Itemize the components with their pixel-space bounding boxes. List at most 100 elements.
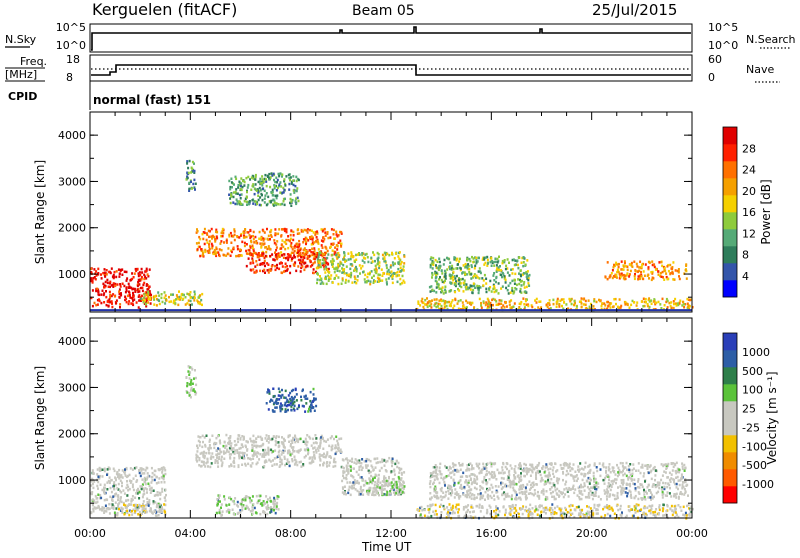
data-cell <box>480 302 482 305</box>
data-cell <box>355 254 357 257</box>
data-cell <box>266 204 268 207</box>
data-cell <box>446 301 448 304</box>
data-cell <box>627 269 629 272</box>
data-cell <box>436 272 438 275</box>
data-cell <box>102 507 104 510</box>
data-cell <box>156 304 158 307</box>
data-cell <box>296 187 298 190</box>
data-cell <box>428 508 430 511</box>
data-cell <box>161 490 163 493</box>
data-cell <box>350 272 352 275</box>
data-cell <box>228 503 230 506</box>
data-cell <box>109 507 111 510</box>
data-cell <box>121 485 123 488</box>
data-cell <box>458 260 460 263</box>
data-cell <box>644 275 646 278</box>
data-cell <box>152 472 154 475</box>
data-cell <box>237 512 239 515</box>
data-cell <box>456 258 458 261</box>
data-cell <box>124 271 126 274</box>
data-cell <box>259 453 261 456</box>
data-cell <box>393 469 395 472</box>
data-cell <box>187 177 189 180</box>
data-cell <box>320 441 322 444</box>
data-cell <box>659 303 661 306</box>
data-cell <box>330 274 332 277</box>
data-cell <box>383 477 385 480</box>
data-cell <box>467 301 469 304</box>
data-cell <box>241 501 243 504</box>
data-cell <box>263 465 265 468</box>
data-cell <box>95 290 97 293</box>
data-cell <box>330 246 332 249</box>
data-cell <box>619 298 621 301</box>
data-cell <box>259 263 261 266</box>
data-cell <box>143 508 145 511</box>
colorbar-tick-label: 20 <box>742 185 756 198</box>
data-cell <box>586 505 588 508</box>
data-cell <box>277 256 279 259</box>
data-cell <box>685 512 687 515</box>
data-cell <box>195 384 197 387</box>
data-cell <box>442 286 444 289</box>
data-cell <box>526 259 528 262</box>
data-cell <box>585 304 587 307</box>
data-cell <box>444 286 446 289</box>
data-cell <box>347 470 349 473</box>
data-cell <box>331 228 333 231</box>
data-cell <box>310 265 312 268</box>
data-cell <box>96 497 98 500</box>
data-cell <box>237 245 239 248</box>
data-cell <box>215 437 217 440</box>
data-cell <box>388 482 390 485</box>
data-cell <box>168 296 170 299</box>
data-cell <box>464 307 466 310</box>
y-tick-label: 3000 <box>58 175 86 188</box>
data-cell <box>161 488 163 491</box>
data-cell <box>106 498 108 501</box>
data-cell <box>370 481 372 484</box>
data-cell <box>129 474 131 477</box>
data-cell <box>295 438 297 441</box>
data-cell <box>249 234 251 237</box>
data-cell <box>222 461 224 464</box>
data-cell <box>360 465 362 468</box>
data-cell <box>240 203 242 206</box>
data-cell <box>324 259 326 262</box>
data-cell <box>148 504 150 507</box>
data-cell <box>322 438 324 441</box>
data-cell <box>257 195 259 198</box>
data-cell <box>192 383 194 386</box>
data-cell <box>207 465 209 468</box>
data-cell <box>276 505 278 508</box>
data-cell <box>593 475 595 478</box>
data-cell <box>260 238 262 241</box>
data-cell <box>463 290 465 293</box>
data-cell <box>251 199 253 202</box>
data-cell <box>370 257 372 260</box>
data-cell <box>620 514 622 517</box>
data-cell <box>233 247 235 250</box>
data-cell <box>525 300 527 303</box>
data-cell <box>578 506 580 509</box>
data-cell <box>211 237 213 240</box>
data-cell <box>251 444 253 447</box>
data-cell <box>431 263 433 266</box>
data-cell <box>304 448 306 451</box>
data-cell <box>292 439 294 442</box>
data-cell <box>653 263 655 266</box>
data-cell <box>234 203 236 206</box>
data-cell <box>553 303 555 306</box>
data-cell <box>143 500 145 503</box>
data-cell <box>523 283 525 286</box>
data-cell <box>244 181 246 184</box>
data-cell <box>282 265 284 268</box>
noise-right-tick-top: 10^5 <box>708 21 738 34</box>
data-cell <box>174 302 176 305</box>
data-cell <box>316 236 318 239</box>
data-cell <box>125 506 127 509</box>
data-cell <box>281 239 283 242</box>
data-cell <box>189 188 191 191</box>
data-cell <box>149 485 151 488</box>
data-cell <box>276 498 278 501</box>
